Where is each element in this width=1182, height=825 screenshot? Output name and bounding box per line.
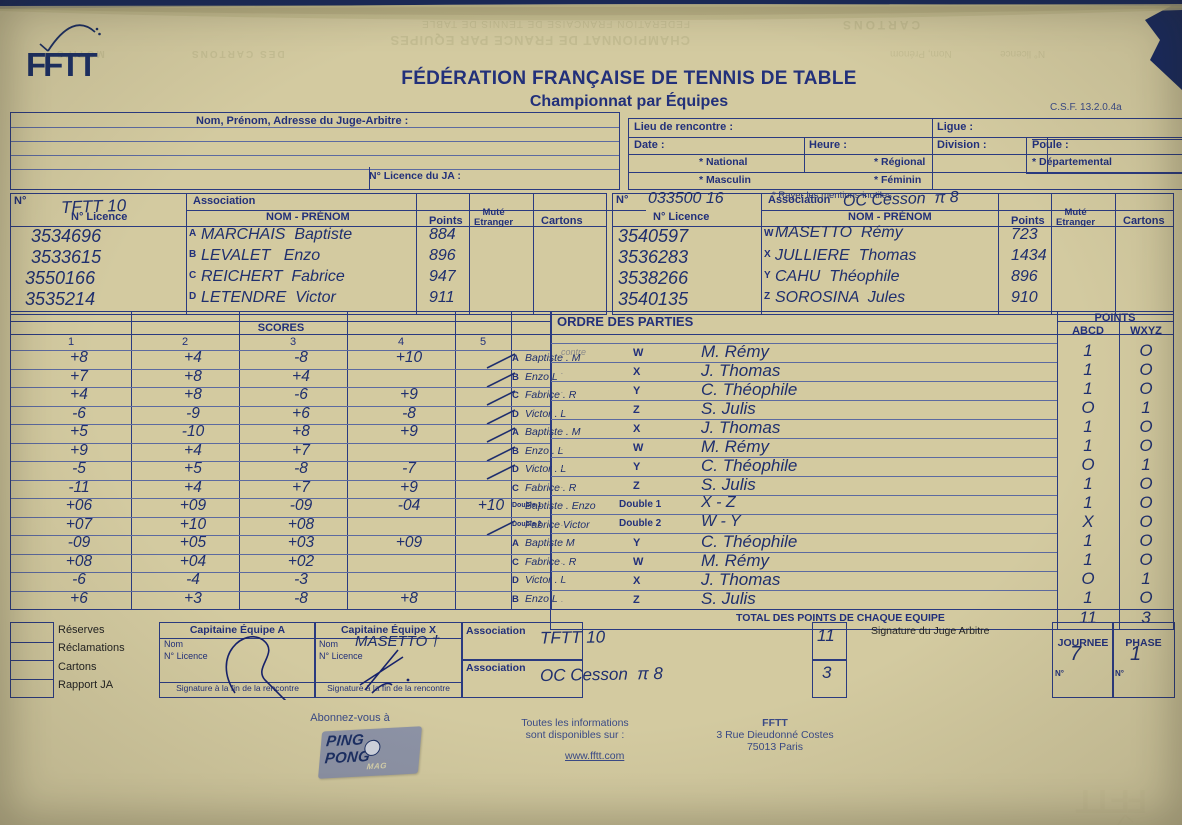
- svg-text:FFTT: FFTT: [28, 46, 97, 83]
- svg-text:FFTT: FFTT: [1076, 783, 1145, 820]
